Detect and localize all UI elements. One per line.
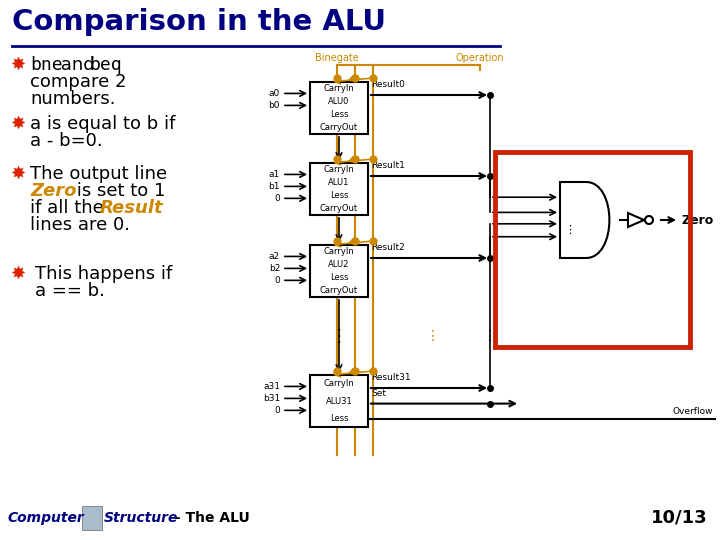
Text: CarryIn: CarryIn <box>323 379 354 388</box>
Text: ALU2: ALU2 <box>328 260 350 269</box>
Text: bne: bne <box>30 56 63 74</box>
Text: Less: Less <box>330 414 348 423</box>
Bar <box>310 82 368 134</box>
Text: 10/13: 10/13 <box>652 509 708 527</box>
Text: a0: a0 <box>269 89 280 98</box>
Text: CarryOut: CarryOut <box>320 204 358 213</box>
Text: - The ALU: - The ALU <box>170 511 250 525</box>
Text: Result: Result <box>100 199 163 217</box>
Text: ⋮: ⋮ <box>564 225 575 235</box>
Circle shape <box>645 216 653 224</box>
Text: lines are 0.: lines are 0. <box>30 216 130 234</box>
Text: ⋮: ⋮ <box>330 327 347 345</box>
Text: CarryIn: CarryIn <box>323 165 354 174</box>
Text: Computer: Computer <box>8 511 85 525</box>
Text: 0: 0 <box>274 194 280 203</box>
Text: ALU31: ALU31 <box>325 396 352 406</box>
Text: a31: a31 <box>263 382 280 391</box>
Text: Result2: Result2 <box>371 243 405 252</box>
Text: CarryIn: CarryIn <box>323 247 354 256</box>
Text: a1: a1 <box>269 170 280 179</box>
Text: ⋮: ⋮ <box>348 329 362 343</box>
Text: b2: b2 <box>269 264 280 273</box>
Bar <box>310 375 368 427</box>
Text: ⋮: ⋮ <box>426 329 440 343</box>
Text: Less: Less <box>330 273 348 282</box>
PathPatch shape <box>560 182 609 258</box>
Text: ALU1: ALU1 <box>328 178 350 187</box>
Text: 0: 0 <box>274 406 280 415</box>
Bar <box>310 245 368 297</box>
Text: CarryIn: CarryIn <box>323 84 354 93</box>
Bar <box>310 163 368 215</box>
Text: if all the: if all the <box>30 199 109 217</box>
Text: This happens if: This happens if <box>35 265 172 283</box>
Text: beq: beq <box>89 56 122 74</box>
Text: numbers.: numbers. <box>30 90 115 108</box>
Text: Zero: Zero <box>30 182 76 200</box>
Text: a is equal to b if: a is equal to b if <box>30 115 176 133</box>
Text: a2: a2 <box>269 252 280 261</box>
Text: is set to 1: is set to 1 <box>71 182 166 200</box>
Text: a == b.: a == b. <box>35 282 105 300</box>
Text: CarryOut: CarryOut <box>320 123 358 132</box>
Text: b31: b31 <box>263 394 280 403</box>
Bar <box>495 152 690 347</box>
Text: Set: Set <box>371 389 386 397</box>
Text: b1: b1 <box>269 182 280 191</box>
Text: Result31: Result31 <box>371 373 410 382</box>
Text: Structure: Structure <box>104 511 179 525</box>
Text: ✸: ✸ <box>10 56 25 74</box>
Text: Operation: Operation <box>456 53 504 63</box>
Text: compare 2: compare 2 <box>30 73 127 91</box>
Text: 0: 0 <box>274 276 280 285</box>
Text: Overflow: Overflow <box>672 407 713 416</box>
Text: ⋮: ⋮ <box>483 329 497 343</box>
Text: ✸: ✸ <box>10 115 25 133</box>
Text: Result1: Result1 <box>371 161 405 170</box>
Text: ALU0: ALU0 <box>328 97 350 106</box>
Text: ✸: ✸ <box>10 165 25 183</box>
Polygon shape <box>628 213 644 227</box>
Text: and: and <box>55 56 100 74</box>
Text: Less: Less <box>330 191 348 200</box>
Text: ✸: ✸ <box>10 265 25 283</box>
Text: Less: Less <box>330 110 348 119</box>
Text: a - b=0.: a - b=0. <box>30 132 103 150</box>
Text: b0: b0 <box>269 101 280 110</box>
Text: Result0: Result0 <box>371 80 405 89</box>
Text: ⋮: ⋮ <box>330 329 344 343</box>
Text: CarryOut: CarryOut <box>320 286 358 295</box>
Text: Binegate: Binegate <box>315 53 359 63</box>
Text: Zero: Zero <box>682 213 714 226</box>
Bar <box>82 506 102 530</box>
Text: Comparison in the ALU: Comparison in the ALU <box>12 8 386 36</box>
Text: The output line: The output line <box>30 165 167 183</box>
